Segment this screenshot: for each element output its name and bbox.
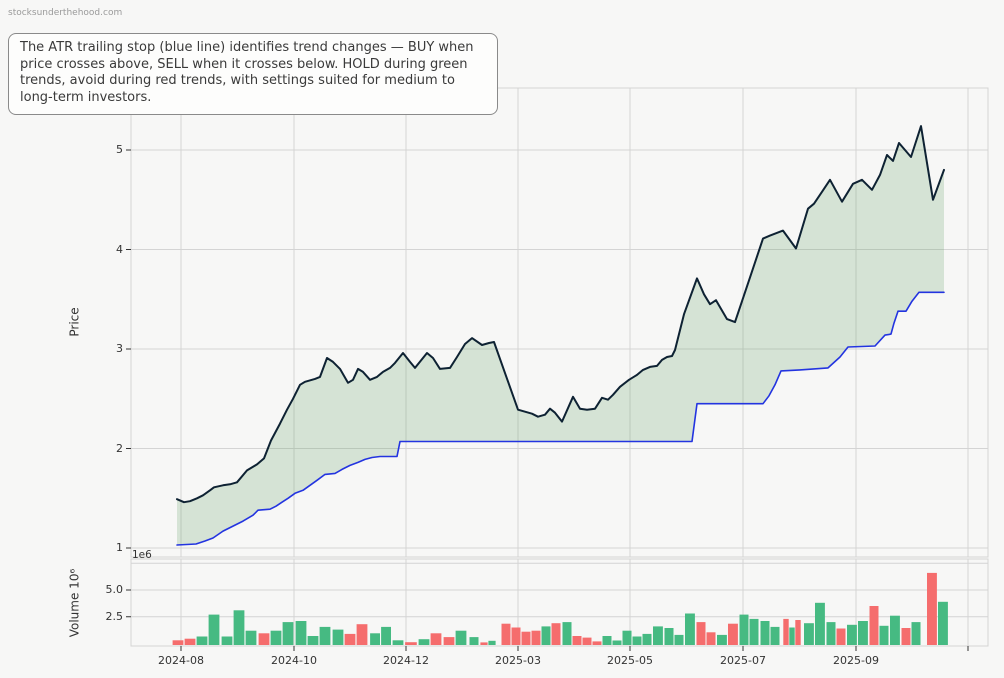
price-tick-label: 5 bbox=[116, 143, 123, 156]
volume-bar bbox=[749, 618, 759, 645]
x-tick-label: 2025-05 bbox=[607, 654, 653, 667]
volume-bar bbox=[405, 642, 417, 645]
volume-bar bbox=[674, 634, 684, 645]
volume-bar bbox=[233, 610, 245, 645]
volume-bar bbox=[319, 626, 331, 645]
volume-bar bbox=[927, 572, 937, 645]
volume-bar bbox=[172, 640, 184, 645]
volume-bar bbox=[632, 636, 642, 645]
watermark: stocksunderthehood.com bbox=[8, 8, 123, 18]
volume-bar bbox=[344, 633, 356, 645]
volume-bar bbox=[760, 621, 770, 645]
price-tick-label: 4 bbox=[116, 242, 123, 256]
x-tick-label: 2025-07 bbox=[720, 654, 766, 667]
volume-bar bbox=[307, 636, 319, 645]
price-tick-label: 1 bbox=[116, 541, 123, 554]
tick-marks bbox=[126, 149, 969, 651]
price-axis-label: Price bbox=[67, 307, 82, 337]
x-tick-label: 2025-03 bbox=[495, 654, 541, 667]
volume-bar bbox=[664, 628, 674, 645]
strategy-annotation: The ATR trailing stop (blue line) identi… bbox=[8, 33, 498, 116]
volume-bar bbox=[879, 625, 889, 645]
x-tick-label: 2024-08 bbox=[158, 654, 204, 667]
volume-bar bbox=[612, 640, 622, 645]
x-tick-label: 2024-12 bbox=[383, 654, 429, 667]
volume-bar bbox=[770, 626, 780, 645]
volume-bar bbox=[258, 633, 270, 645]
volume-tick-label: 5.0 bbox=[105, 583, 124, 596]
volume-bar bbox=[789, 627, 795, 645]
volume-bar bbox=[582, 637, 592, 645]
price-line bbox=[176, 125, 945, 504]
volume-bar bbox=[706, 632, 716, 645]
volume-bar bbox=[592, 641, 602, 645]
volume-bar bbox=[938, 601, 948, 645]
price-tick-label: 3 bbox=[116, 342, 123, 355]
volume-bar bbox=[381, 626, 391, 645]
trend-fill-area bbox=[177, 126, 944, 545]
x-tick-label: 2025-09 bbox=[833, 654, 879, 667]
volume-bar bbox=[836, 628, 846, 645]
volume-bar bbox=[196, 636, 208, 645]
volume-bar bbox=[480, 642, 488, 645]
volume-axis-label: Volume 10⁶ bbox=[67, 568, 82, 638]
volume-bar bbox=[221, 636, 233, 645]
volume-tick-label: 2.5 bbox=[105, 609, 124, 623]
volume-bar bbox=[622, 630, 632, 645]
volume-bar bbox=[685, 613, 695, 645]
volume-bar bbox=[541, 626, 551, 645]
volume-bar bbox=[562, 622, 572, 645]
volume-bar bbox=[795, 620, 801, 645]
volume-panel-border bbox=[130, 558, 989, 647]
volume-bar bbox=[717, 634, 727, 645]
volume-bar bbox=[501, 623, 511, 645]
volume-bar bbox=[270, 630, 282, 645]
volume-bar bbox=[869, 606, 879, 645]
volume-bar bbox=[911, 622, 921, 645]
volume-bar bbox=[295, 621, 307, 645]
volume-bar bbox=[890, 615, 900, 645]
volume-bar bbox=[815, 602, 825, 645]
volume-bar bbox=[208, 614, 220, 645]
volume-bar bbox=[443, 637, 455, 645]
volume-bar bbox=[551, 623, 561, 645]
volume-bar bbox=[783, 618, 789, 645]
volume-bar bbox=[728, 623, 738, 645]
volume-bar bbox=[602, 636, 612, 645]
volume-bar bbox=[642, 633, 652, 645]
volume-bar bbox=[511, 627, 521, 645]
volume-bar bbox=[572, 636, 582, 645]
volume-bar bbox=[804, 623, 814, 645]
volume-bar bbox=[332, 629, 344, 645]
gridlines bbox=[131, 88, 988, 646]
volume-bar bbox=[521, 631, 531, 645]
volume-bar bbox=[847, 624, 857, 645]
volume-bar bbox=[653, 626, 663, 645]
volume-bar bbox=[858, 621, 868, 645]
volume-bar bbox=[826, 622, 836, 645]
volume-bar bbox=[531, 630, 541, 645]
volume-bar bbox=[282, 622, 294, 645]
volume-bar bbox=[455, 630, 467, 645]
volume-bar bbox=[370, 633, 380, 645]
x-tick-label: 2024-10 bbox=[271, 654, 317, 667]
volume-bar bbox=[696, 622, 706, 645]
price-tick-label: 2 bbox=[116, 441, 123, 455]
volume-bar bbox=[430, 633, 442, 645]
volume-bar bbox=[488, 640, 496, 645]
volume-offset-text: 1e6 bbox=[132, 549, 152, 561]
volume-bar bbox=[392, 640, 404, 645]
volume-bar bbox=[469, 637, 479, 645]
atr_trailing_stop-line bbox=[176, 291, 945, 546]
volume-bar bbox=[901, 628, 911, 645]
volume-bars bbox=[172, 572, 948, 645]
volume-bar bbox=[739, 614, 749, 645]
volume-bar bbox=[356, 624, 368, 645]
volume-bar bbox=[245, 630, 257, 645]
volume-bar bbox=[418, 639, 430, 645]
price-panel-border bbox=[130, 87, 989, 558]
volume-bar bbox=[184, 638, 196, 645]
